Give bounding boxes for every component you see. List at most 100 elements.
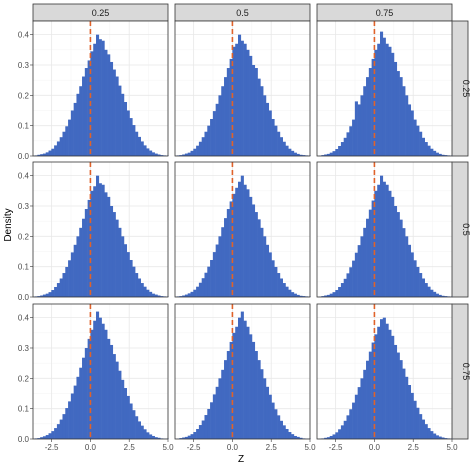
panel-0-2 <box>316 20 453 157</box>
histogram-bar <box>268 252 272 297</box>
histogram-bar <box>65 266 69 297</box>
histogram-bar <box>343 137 347 156</box>
histogram-bar <box>335 149 339 156</box>
histogram-bar <box>143 145 147 156</box>
histogram-bar <box>371 200 375 297</box>
histogram-bar <box>296 153 300 156</box>
histogram-bar <box>126 252 130 297</box>
panel-border <box>174 161 311 298</box>
histogram-bar <box>268 394 272 439</box>
histogram-bar <box>204 131 208 156</box>
histogram-bar <box>51 290 55 297</box>
histogram-bar <box>246 189 250 297</box>
y-tick-label: 0.3 <box>18 202 30 211</box>
y-tick-label: 0.4 <box>18 314 30 323</box>
histogram-bar <box>184 153 189 156</box>
histogram-bar <box>121 93 125 156</box>
histogram-bar <box>254 212 258 297</box>
histogram-bar <box>251 64 256 156</box>
histogram-bar <box>360 236 364 297</box>
histogram-bar <box>218 378 222 439</box>
histogram-bar <box>354 394 358 439</box>
histogram-bar <box>393 205 398 297</box>
histogram-bar <box>433 291 437 297</box>
histogram-bar <box>135 131 139 156</box>
histogram-bar <box>160 296 164 297</box>
histogram-bar <box>396 352 400 439</box>
x-tick-label: 0.0 <box>369 443 381 452</box>
histogram-bar <box>151 293 155 297</box>
y-tick-label: 0.1 <box>18 263 30 272</box>
histogram-bar <box>221 227 225 297</box>
histogram-bar <box>182 437 186 439</box>
histogram-bar <box>137 278 141 297</box>
histogram-bar <box>243 184 247 297</box>
histogram-bar <box>343 278 347 297</box>
histogram-bar <box>93 320 97 439</box>
histogram-bar <box>254 68 258 156</box>
histogram-bar <box>96 175 100 297</box>
histogram-bar <box>132 266 136 297</box>
histogram-bar <box>84 347 88 439</box>
y-tick-label: 0.4 <box>18 31 30 40</box>
histogram-bar <box>154 153 158 156</box>
histogram-bar <box>260 227 264 297</box>
histogram-bar <box>391 196 395 297</box>
row-strip-label: 0.25 <box>461 80 471 98</box>
histogram-bar <box>271 118 275 156</box>
histogram-bar <box>299 154 303 156</box>
histogram-bar <box>143 286 147 297</box>
histogram-bar <box>382 317 386 439</box>
histogram-bar <box>321 155 325 156</box>
histogram-bar <box>326 153 331 156</box>
histogram-bar <box>48 433 52 439</box>
row-strip-label: 0.5 <box>461 223 471 236</box>
x-axis-title: Z <box>238 454 244 465</box>
histogram-bar <box>274 266 278 297</box>
histogram-bar <box>151 152 155 156</box>
histogram-bar <box>210 402 214 439</box>
histogram-bar <box>246 326 250 439</box>
histogram-bar <box>160 155 164 156</box>
histogram-bar <box>132 410 136 439</box>
histogram-bar <box>118 370 122 439</box>
panel-border <box>32 303 169 440</box>
histogram-bar <box>40 295 44 297</box>
panel-border <box>32 20 169 157</box>
histogram-bar <box>444 155 448 156</box>
histogram-bar <box>299 437 303 439</box>
histogram-bar <box>129 118 133 156</box>
histogram-bar <box>137 136 141 156</box>
histogram-bar <box>293 152 297 156</box>
histogram-bar <box>302 296 306 297</box>
histogram-bar <box>79 367 83 439</box>
histogram-bar <box>207 408 211 439</box>
histogram-bar <box>371 342 375 439</box>
histogram-bar <box>346 132 350 156</box>
histogram-bar <box>238 181 242 297</box>
histogram-bar <box>257 360 261 439</box>
histogram-bar <box>212 252 216 297</box>
histogram-bar <box>438 436 442 439</box>
histogram-bar <box>68 401 72 439</box>
histogram-bar <box>187 435 191 439</box>
histogram-bar <box>441 154 445 156</box>
histogram-bar <box>357 245 361 297</box>
panel-border <box>32 161 169 298</box>
histogram-bar <box>109 344 114 439</box>
y-tick-label: 0.2 <box>18 91 30 100</box>
histogram-bar <box>413 119 417 156</box>
y-tick-label: 0.2 <box>18 232 30 241</box>
histogram-bar <box>226 209 230 297</box>
histogram-bar <box>399 219 403 297</box>
histogram-bar <box>129 259 133 297</box>
histogram-bar <box>126 395 130 439</box>
histogram-bar <box>84 68 88 156</box>
histogram-bar <box>291 292 295 297</box>
histogram-bar <box>243 43 247 156</box>
histogram-bar <box>151 435 155 439</box>
histogram-bar <box>416 407 420 439</box>
histogram-bar <box>285 428 289 439</box>
histogram-bar <box>346 415 350 439</box>
